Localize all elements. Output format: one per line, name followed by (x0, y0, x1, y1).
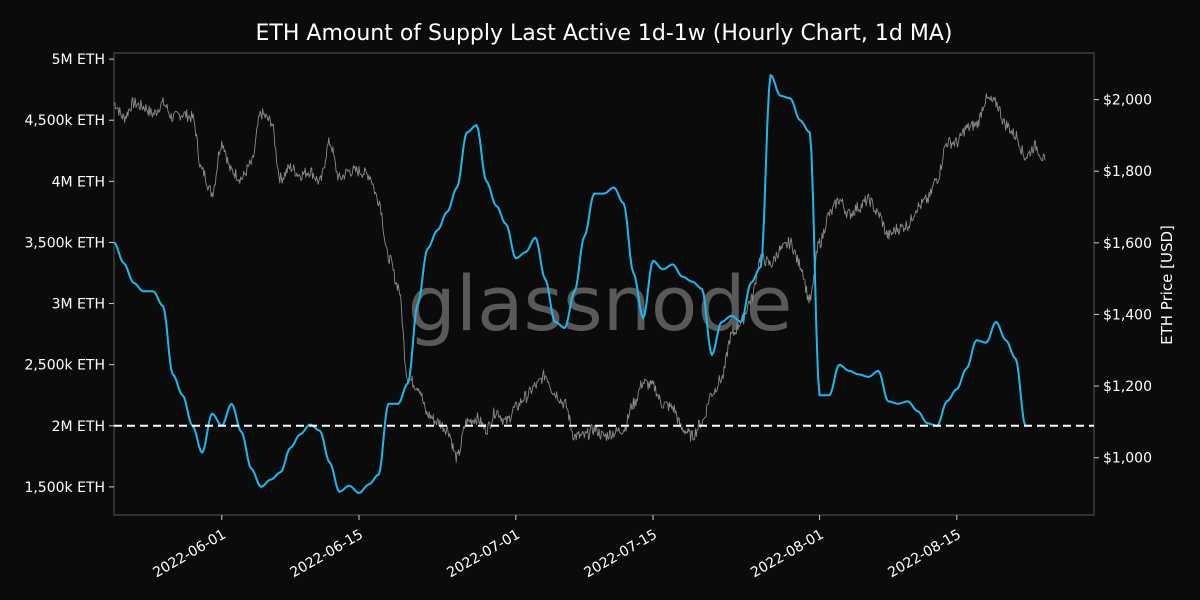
right-tick-label: $2,000 (1103, 93, 1152, 109)
supply-series-line (113, 74, 1027, 494)
x-tick-label: 2022-08-01 (748, 527, 826, 582)
x-tick-label: 2022-07-01 (444, 527, 522, 582)
right-tick-label: $1,400 (1103, 307, 1152, 323)
left-tick-label: 2,500k ETH (24, 358, 105, 374)
right-tick-label: $1,800 (1103, 164, 1152, 180)
x-tick-label: 2022-08-15 (885, 527, 963, 582)
x-tick-label: 2022-06-01 (150, 527, 228, 582)
x-tick-label: 2022-07-15 (582, 527, 660, 582)
chart-title: ETH Amount of Supply Last Active 1d-1w (… (256, 21, 953, 46)
series-layer (113, 74, 1046, 494)
right-axis: $1,000 $1,200 $1,400 $1,600 $1,800 $2,000 (1094, 93, 1152, 467)
x-axis: 2022-06-01 2022-06-15 2022-07-01 2022-07-15… (150, 515, 964, 582)
price-series-line (113, 93, 1046, 463)
right-axis-label: ETH Price [USD] (1158, 225, 1176, 345)
plot-area (113, 52, 1095, 516)
left-tick-label: 4M ETH (52, 174, 105, 190)
right-tick-label: $1,600 (1103, 236, 1152, 252)
glassnode-watermark: glassnode (408, 259, 793, 348)
right-tick-label: $1,000 (1103, 451, 1152, 467)
left-tick-label: 2M ETH (52, 419, 105, 435)
left-tick-label: 3,500k ETH (24, 235, 105, 251)
left-axis: 1,500k ETH 2M ETH 2,500k ETH 3M ETH 3,500k E… (24, 52, 114, 496)
left-tick-label: 3M ETH (52, 297, 105, 313)
x-tick-label: 2022-06-15 (288, 527, 366, 582)
left-tick-label: 1,500k ETH (24, 480, 105, 496)
left-tick-label: 4,500k ETH (24, 113, 105, 129)
right-tick-label: $1,200 (1103, 379, 1152, 395)
left-tick-label: 5M ETH (52, 52, 105, 68)
